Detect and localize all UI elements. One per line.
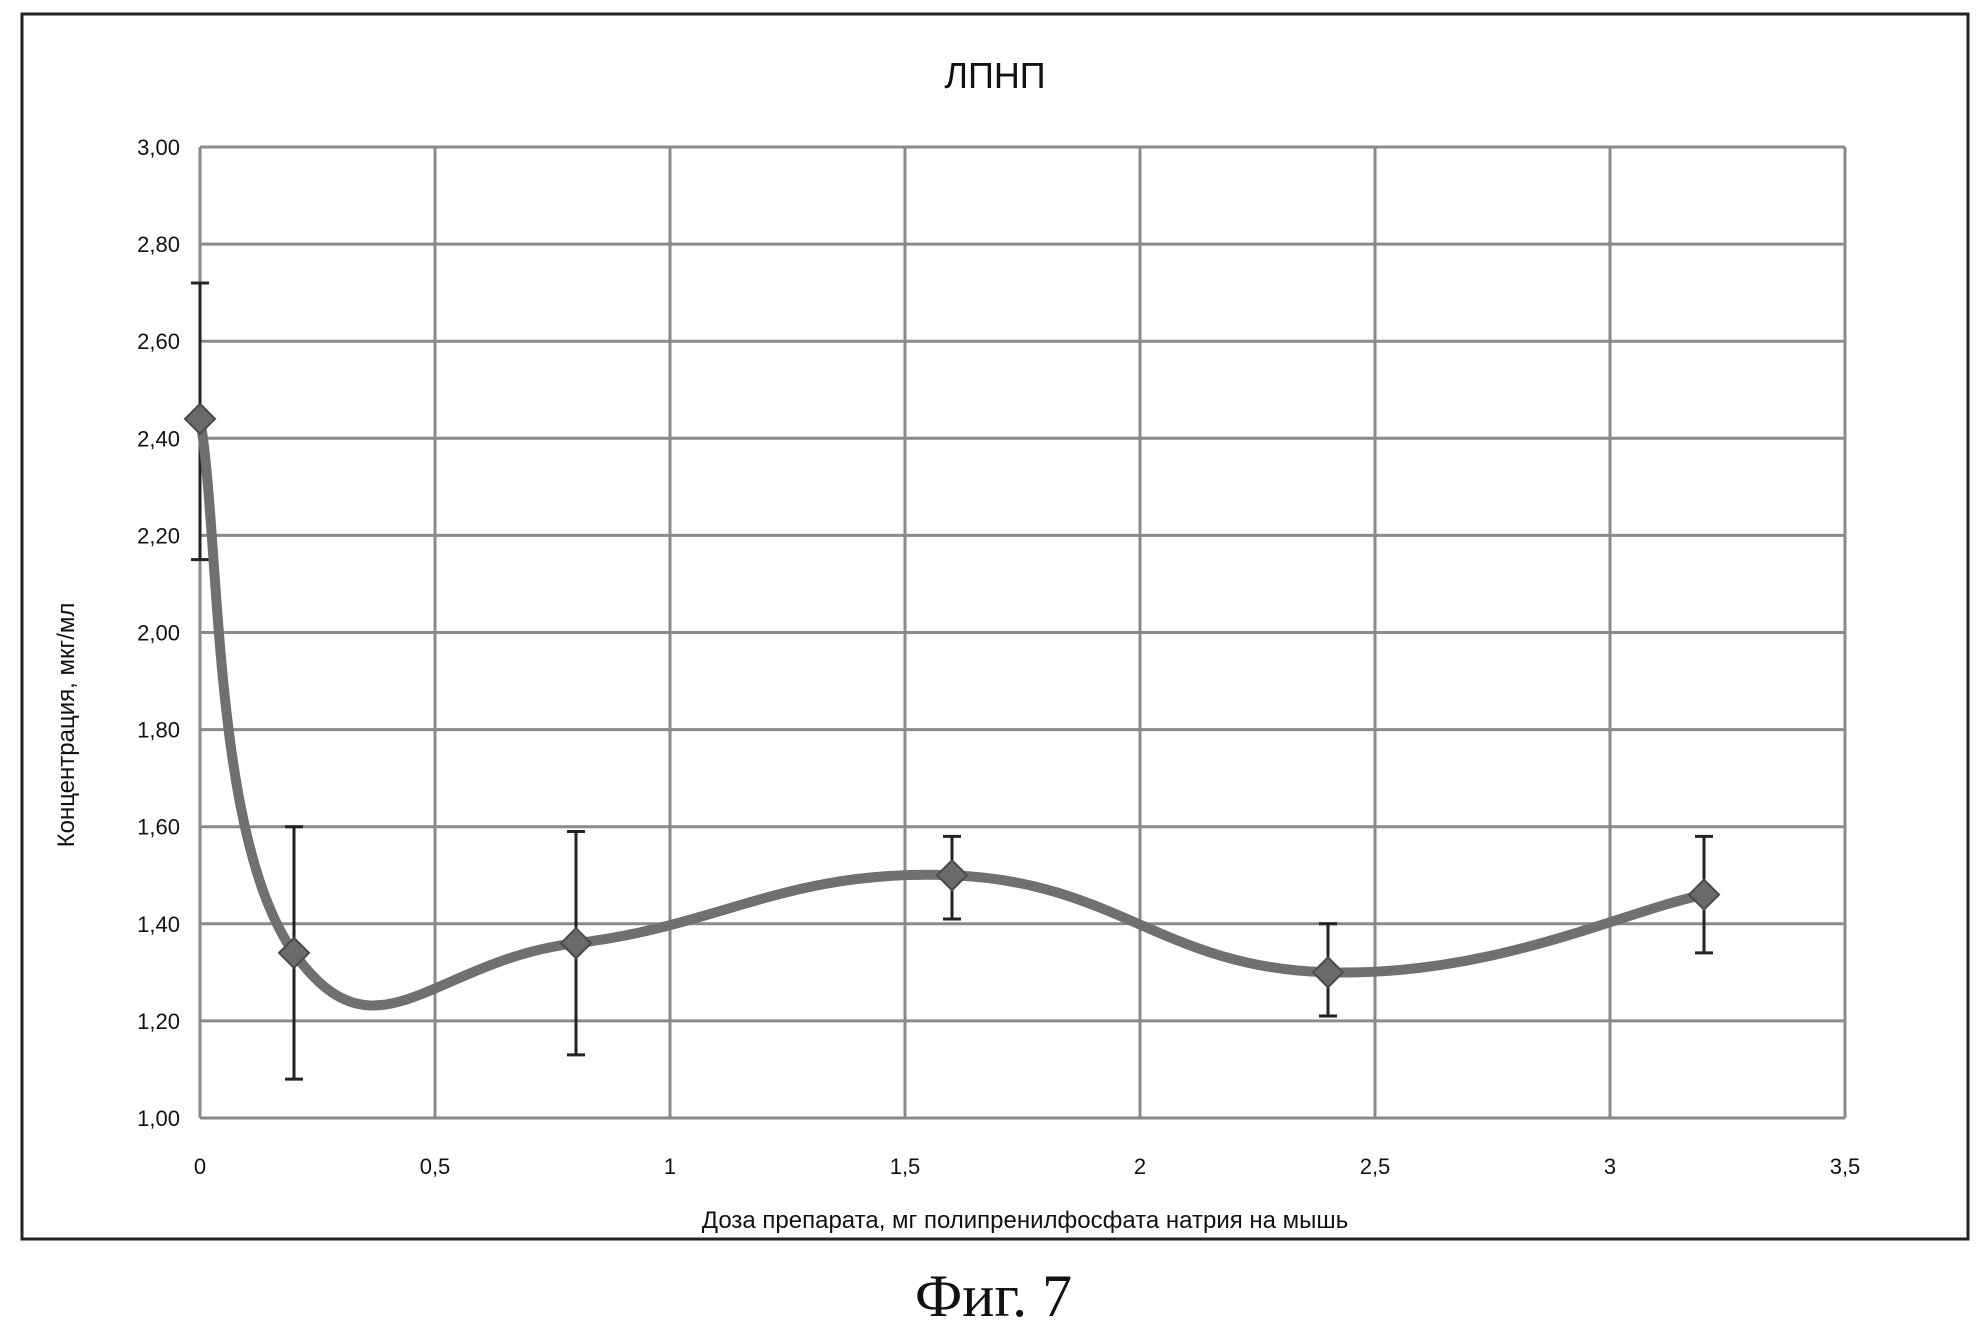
y-tick-label: 2,00: [137, 621, 180, 646]
chart-border: [22, 14, 1968, 1239]
chart: ЛПНП 0 0,5 1 1,5 2 2,5 3 3,5 1,00 1,20 1,40 1,60 1,…: [0, 0, 1987, 1250]
x-tick-label: 3,5: [1830, 1154, 1861, 1179]
y-tick-label: 2,20: [137, 523, 180, 548]
x-tick-label: 2: [1134, 1154, 1146, 1179]
x-axis-label: Доза препарата, мг полипренилфосфата нат…: [702, 1207, 1348, 1234]
y-tick-label: 3,00: [137, 135, 180, 160]
y-axis-label: Концентрация, мкг/мл: [53, 603, 80, 848]
y-tick-label: 1,40: [137, 912, 180, 937]
y-tick-label: 1,00: [137, 1106, 180, 1131]
chart-title: ЛПНП: [944, 55, 1045, 96]
y-tick-label: 1,60: [137, 815, 180, 840]
y-tick-label: 2,40: [137, 426, 180, 451]
x-tick-label: 1: [664, 1154, 676, 1179]
y-tick-label: 1,20: [137, 1009, 180, 1034]
figure-caption: Фиг. 7: [0, 1262, 1987, 1331]
x-tick-label: 3: [1604, 1154, 1616, 1179]
y-tick-label: 2,80: [137, 232, 180, 257]
x-tick-label: 2,5: [1360, 1154, 1391, 1179]
x-tick-label: 0,5: [420, 1154, 451, 1179]
y-tick-label: 1,80: [137, 718, 180, 743]
y-tick-label: 2,60: [137, 329, 180, 354]
x-tick-label: 0: [194, 1154, 206, 1179]
x-tick-label: 1,5: [890, 1154, 921, 1179]
